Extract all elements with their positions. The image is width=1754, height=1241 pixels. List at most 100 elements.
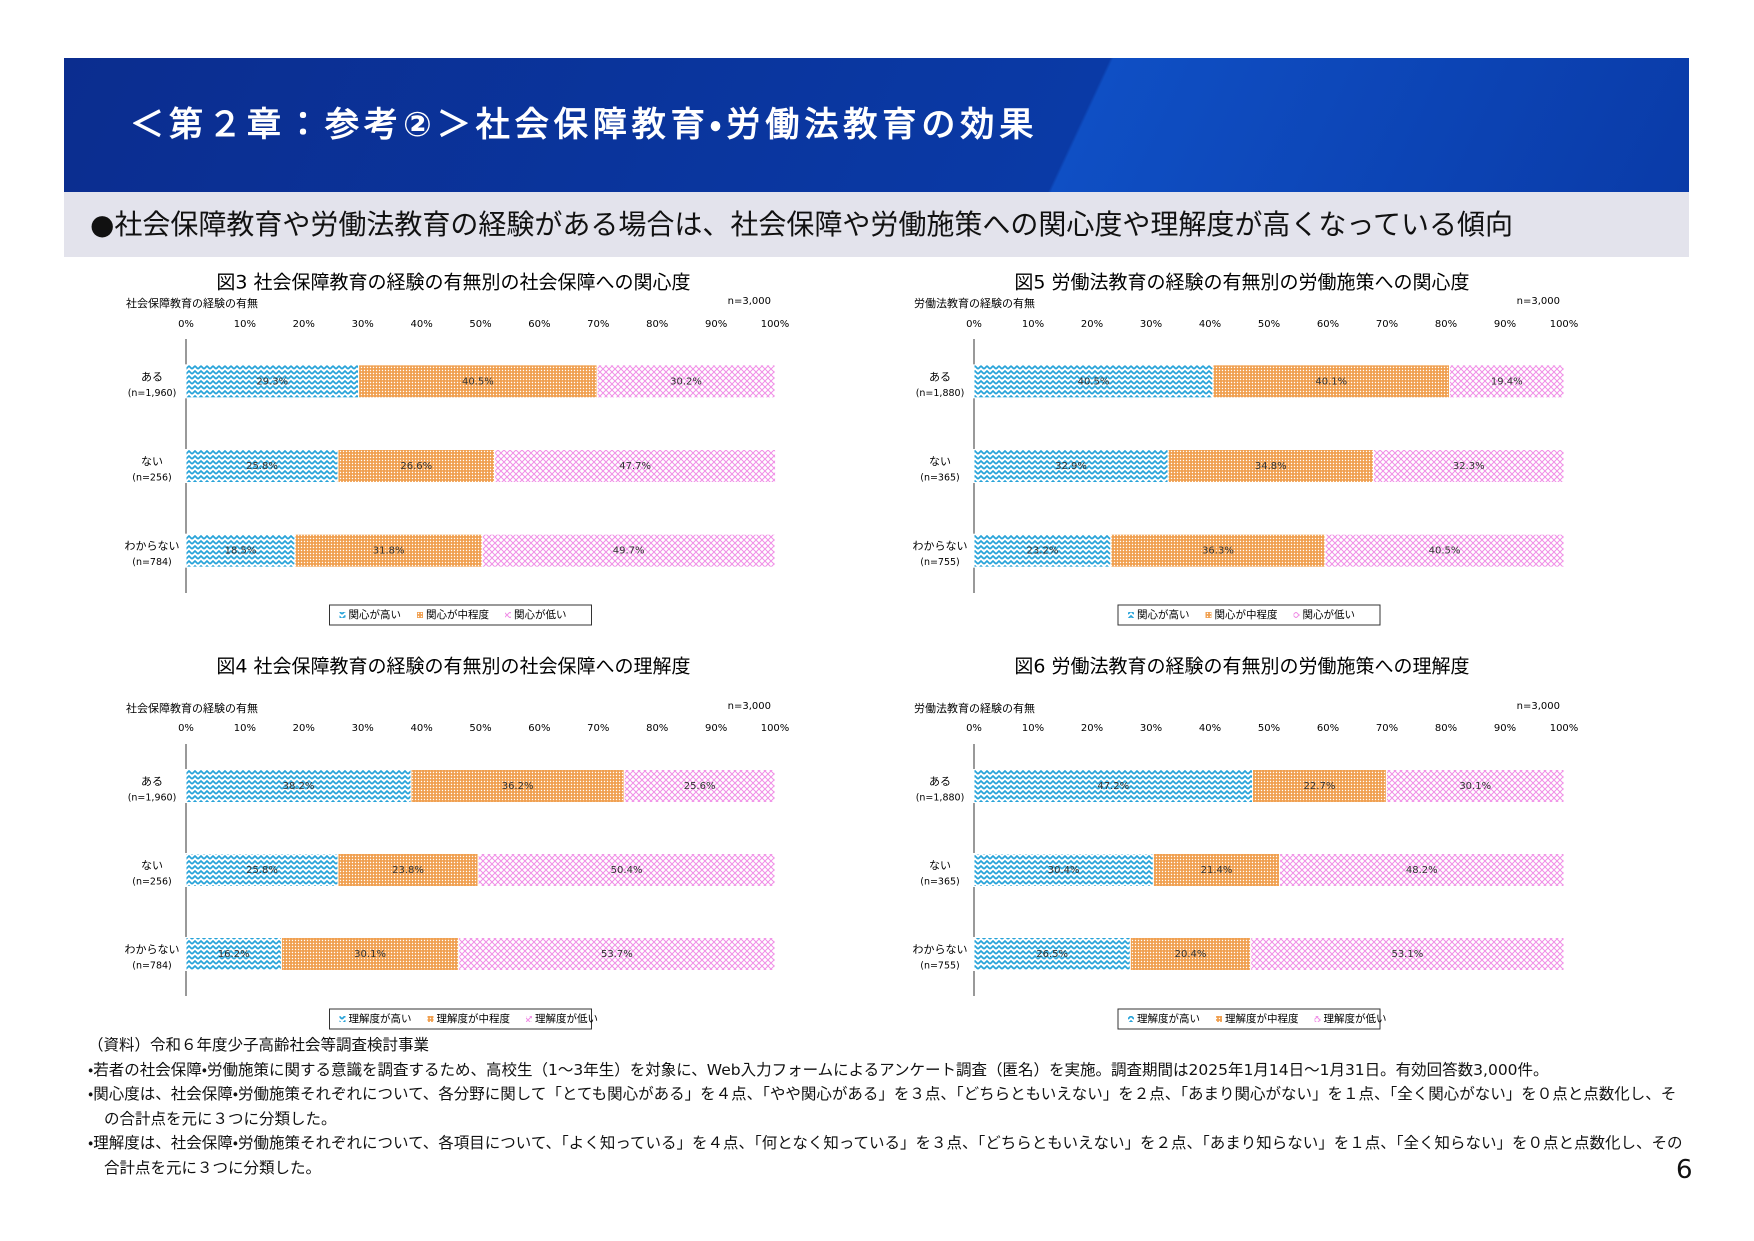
- bar-segment: [1167, 449, 1374, 483]
- value-label: 47.2%: [1097, 781, 1129, 792]
- category-label: わからない: [913, 943, 968, 956]
- page-title: ＜第２章：参考②＞社会保障教育・労働法教育の効果: [130, 105, 1039, 145]
- sample-note: n=3,000: [1517, 296, 1560, 307]
- value-label: 26.6%: [400, 461, 432, 472]
- x-tick-label: 70%: [587, 723, 609, 734]
- bar-segment: [185, 364, 360, 399]
- value-label: 53.1%: [1391, 949, 1423, 960]
- subtitle: ●社会保障教育や労働法教育の経験がある場合は、社会保障や労働施策への関心度や理解…: [90, 208, 1514, 241]
- chart-title: 図4 社会保障教育の経験の有無別の社会保障への理解度: [216, 656, 690, 678]
- legend-label: 関心が低い: [1303, 608, 1356, 621]
- category-note: (n=1,880): [916, 793, 965, 804]
- legend-box: [329, 1008, 592, 1030]
- source-note: （資料）令和６年度少子高齢社会等調査検討事業: [88, 1036, 430, 1054]
- bar-segment: [280, 937, 460, 971]
- x-tick-label: 20%: [293, 723, 315, 734]
- x-tick-label: 40%: [1199, 319, 1221, 330]
- x-tick-label: 30%: [1140, 723, 1162, 734]
- bar-segment: [1212, 364, 1451, 399]
- x-tick-label: 50%: [469, 723, 491, 734]
- legend-label: 理解度が高い: [349, 1012, 412, 1025]
- value-label: 40.1%: [1315, 376, 1347, 387]
- sample-note: n=3,000: [728, 701, 771, 712]
- x-tick-label: 10%: [1022, 723, 1044, 734]
- value-label: 34.8%: [1255, 461, 1287, 472]
- bar-segment: [337, 449, 496, 483]
- x-tick-label: 60%: [1317, 319, 1339, 330]
- bar-segment: [1372, 449, 1565, 483]
- legend-swatch: [1128, 612, 1134, 618]
- bar-segment: [185, 769, 412, 803]
- legend-swatch: [526, 1016, 532, 1022]
- chart-title: 図5 労働法教育の経験の有無別の労働施策への関心度: [1014, 272, 1469, 294]
- category-label: ある: [929, 370, 951, 383]
- legend-label: 関心が低い: [514, 608, 567, 621]
- bar-segment: [185, 533, 296, 568]
- bar-segment: [973, 769, 1253, 803]
- value-label: 16.2%: [218, 949, 250, 960]
- category-note: (n=784): [132, 557, 172, 568]
- x-tick-label: 90%: [705, 723, 727, 734]
- value-label: 40.5%: [462, 376, 494, 387]
- legend-label: 理解度が低い: [1324, 1012, 1387, 1025]
- value-label: 40.5%: [1078, 376, 1110, 387]
- legend-label: 関心が中程度: [1215, 608, 1278, 621]
- value-label: 23.2%: [1027, 546, 1059, 557]
- x-tick-label: 0%: [178, 319, 194, 330]
- subtitle-band: ●社会保障教育や労働法教育の経験がある場合は、社会保障や労働施策への関心度や理解…: [64, 192, 1689, 257]
- chart-title: 図6 労働法教育の経験の有無別の労働施策への理解度: [1014, 656, 1469, 678]
- category-label: ある: [141, 370, 163, 383]
- x-tick-label: 90%: [1494, 723, 1516, 734]
- value-label: 36.3%: [1202, 546, 1234, 557]
- x-tick-label: 40%: [1199, 723, 1221, 734]
- x-tick-label: 100%: [1550, 319, 1579, 330]
- category-label: ない: [929, 455, 951, 468]
- bar-segment: [458, 937, 776, 971]
- value-label: 25.8%: [246, 865, 278, 876]
- x-tick-label: 40%: [410, 723, 432, 734]
- x-tick-label: 100%: [1550, 723, 1579, 734]
- legend-label: 理解度が中程度: [437, 1012, 511, 1025]
- bar-segment: [481, 533, 776, 568]
- category-label: ない: [141, 455, 163, 468]
- bar-segment: [1324, 533, 1565, 568]
- axis-label: 社会保障教育の経験の有無: [126, 701, 258, 715]
- notes: （資料）令和６年度少子高齢社会等調査検討事業 ・若者の社会保障・労働施策に関する…: [88, 1033, 1688, 1180]
- x-tick-label: 0%: [966, 723, 982, 734]
- value-label: 40.5%: [1429, 546, 1461, 557]
- legend-label: 関心が中程度: [426, 608, 489, 621]
- chart-title: 図3 社会保障教育の経験の有無別の社会保障への関心度: [216, 272, 690, 294]
- x-tick-label: 20%: [1081, 319, 1103, 330]
- legend-box: [1117, 1008, 1381, 1030]
- value-label: 26.5%: [1036, 949, 1068, 960]
- legend-swatch: [417, 612, 423, 618]
- value-label: 19.4%: [1491, 376, 1523, 387]
- legend-swatch: [427, 1016, 434, 1022]
- x-tick-label: 70%: [587, 319, 609, 330]
- axis-label: 労働法教育の経験の有無: [914, 701, 1035, 715]
- note-item: ・理解度は、社会保障・労働施策それぞれについて、各項目について、「よく知っている…: [88, 1134, 1683, 1177]
- category-note: (n=256): [132, 877, 172, 888]
- value-label: 23.8%: [392, 865, 424, 876]
- legend-swatch: [1128, 1016, 1134, 1022]
- bar-segment: [477, 853, 776, 887]
- value-label: 47.7%: [619, 461, 651, 472]
- value-label: 31.8%: [373, 546, 405, 557]
- x-tick-label: 80%: [1435, 723, 1457, 734]
- axis-label: 社会保障教育の経験の有無: [126, 296, 258, 310]
- bar-segment: [494, 449, 777, 483]
- category-label: ない: [141, 859, 163, 872]
- page-number: 6: [1676, 1155, 1693, 1185]
- value-label: 22.7%: [1304, 781, 1336, 792]
- x-tick-label: 50%: [1258, 723, 1280, 734]
- category-label: わからない: [125, 943, 180, 956]
- x-tick-label: 10%: [234, 723, 256, 734]
- bar-segment: [1110, 533, 1326, 568]
- bar-segment: [973, 533, 1112, 568]
- legend-swatch: [1293, 612, 1300, 618]
- bar-segment: [1279, 853, 1565, 887]
- x-tick-label: 60%: [528, 319, 550, 330]
- value-label: 20.4%: [1175, 949, 1207, 960]
- value-label: 30.4%: [1048, 865, 1080, 876]
